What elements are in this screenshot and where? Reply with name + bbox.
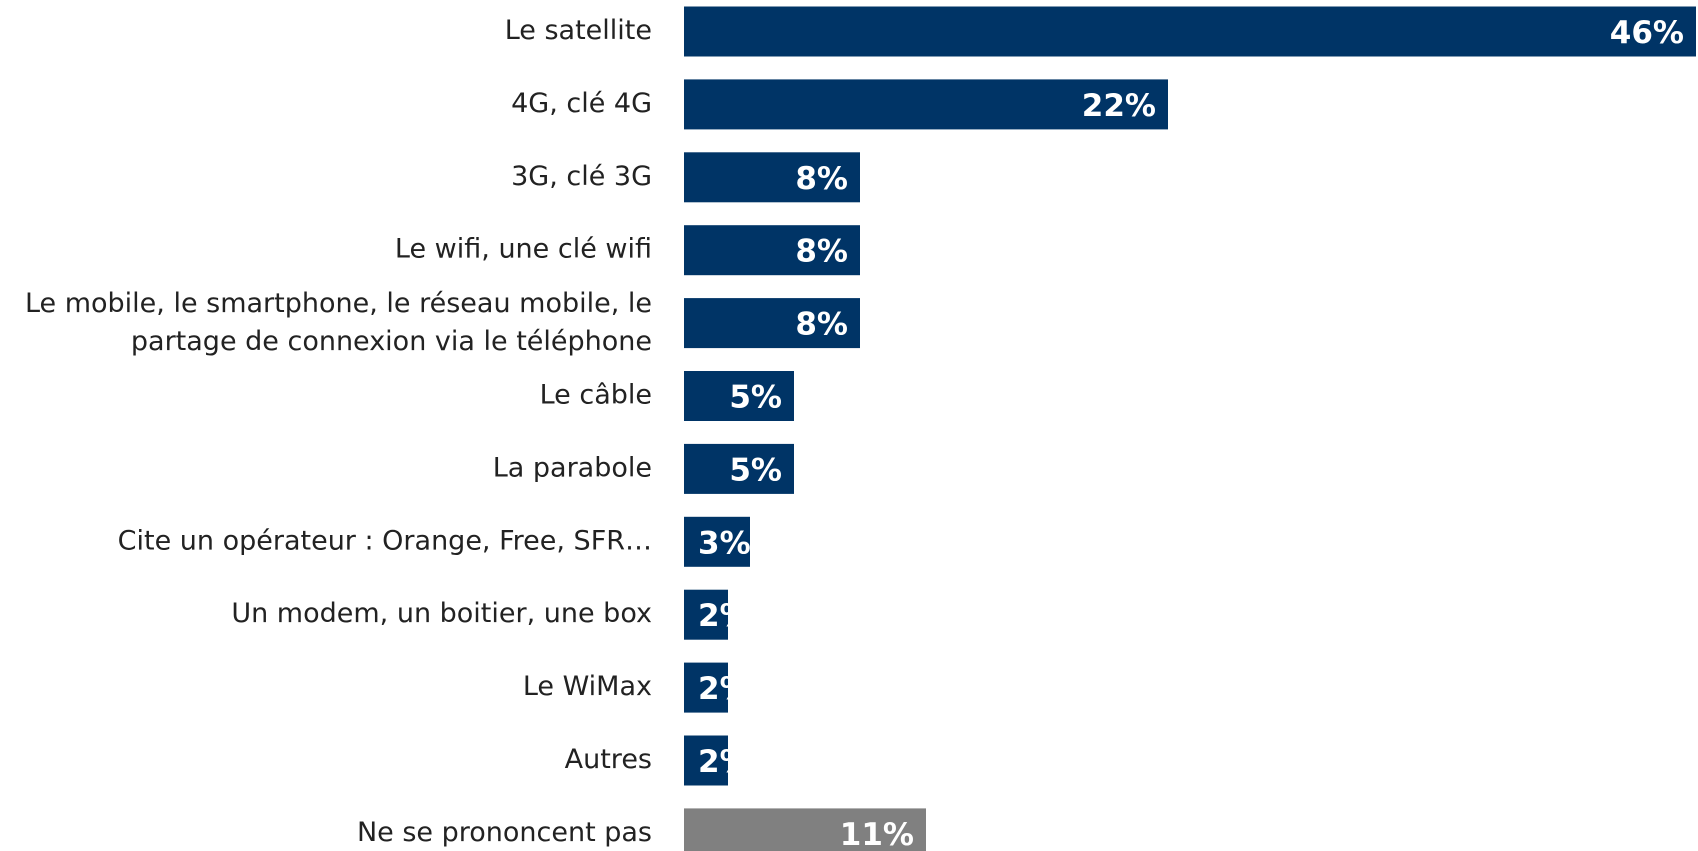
value-label: 22% [1082,88,1156,124]
category-label: Un modem, un boitier, une box [231,598,652,629]
value-label: 11% [840,817,914,851]
bar [684,152,860,203]
value-label: 3% [698,525,751,561]
bar [684,298,860,349]
value-label: 2% [698,744,751,780]
value-label: 2% [698,671,751,707]
category-label: Le WiMax [523,671,652,702]
bar [684,662,728,713]
bar [684,516,750,567]
category-label: La parabole [493,452,652,483]
category-label: Le câble [540,380,652,411]
value-label: 5% [729,452,782,488]
bar [684,6,1696,57]
category-label: Le wifi, une clé wifi [395,234,652,265]
category-label: Cite un opérateur : Orange, Free, SFR… [118,525,652,556]
value-label: 2% [698,598,751,634]
value-label: 5% [729,380,782,416]
category-label: Le satellite [505,15,652,46]
bar [684,443,794,494]
category-label: 3G, clé 3G [511,161,652,192]
value-label: 8% [795,234,848,270]
bar [684,735,728,786]
bar [684,79,1168,130]
category-label: Ne se prononcent pas [357,817,652,848]
value-label: 46% [1610,15,1684,51]
category-label: Autres [565,744,652,775]
value-label: 8% [795,161,848,197]
bar [684,589,728,640]
bar [684,225,860,276]
category-label: Le mobile, le smartphone, le réseau mobi… [25,288,652,357]
value-label: 8% [795,307,848,343]
bar [684,808,926,851]
category-label: 4G, clé 4G [511,88,652,119]
bar [684,371,794,421]
